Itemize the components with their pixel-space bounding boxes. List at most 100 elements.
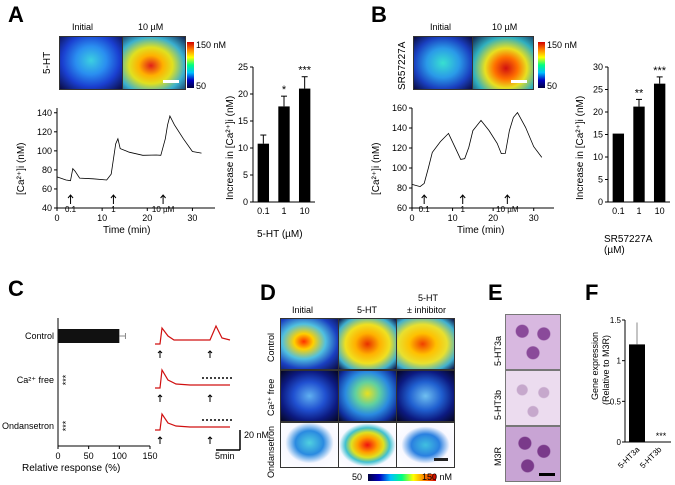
- b-trace-ytick-label: 100: [392, 163, 407, 173]
- a-trace-ytick-label: 40: [42, 203, 52, 213]
- b-trace-xlabel: Time (min): [457, 225, 505, 236]
- a-bar-ytick-label: 0: [243, 197, 248, 207]
- b-trace-arrows: 0.1 1 10 µM: [419, 194, 519, 214]
- a-scale-bar: [163, 80, 179, 83]
- c-bar-xtick-label: 0: [55, 451, 60, 461]
- b-trace-yticks: 160 140 120 100 80 60: [392, 103, 412, 213]
- a-stim-label: 0.1: [65, 205, 77, 214]
- e-row-m3r: M3R: [493, 446, 503, 466]
- b-img-label-10um: 10 µM: [492, 22, 518, 32]
- a-trace-chart: 140 120 100 80 60 40 0 10 20 30 0.1 1 10 µM: [37, 108, 215, 223]
- a-trace-xticks: 0 10 20 30: [54, 208, 197, 223]
- c-trace-line: [155, 324, 231, 345]
- f-bar-xtick-label: 5-HT3a: [616, 445, 642, 471]
- a-bar: [257, 143, 270, 202]
- c-bar-xtick-label: 100: [112, 451, 127, 461]
- a-bar-ytick-label: 10: [238, 143, 248, 153]
- d-img-cafree-inhibitor: [396, 370, 455, 422]
- c-trace-arrow: [157, 394, 163, 402]
- d-col-5ht-inhib-b: ± inhibitor: [407, 305, 446, 315]
- d-img-ondansetron-initial: [280, 422, 339, 468]
- a-trace-ytick-label: 80: [42, 165, 52, 175]
- f-bar-ytick-label: 0: [617, 438, 622, 447]
- b-img-label-initial: Initial: [430, 22, 452, 32]
- b-stim-label: 1: [460, 205, 465, 214]
- a-trace-arrows: 0.1 1 10 µM: [65, 194, 175, 214]
- a-bar: [298, 88, 311, 202]
- c-bar-sig: ***: [61, 420, 71, 431]
- b-trace-ytick-label: 80: [397, 183, 407, 193]
- panel-label-d: D: [260, 280, 276, 305]
- a-bar-ytick-label: 25: [238, 62, 248, 72]
- b-bar-ytick-label: 25: [593, 85, 603, 95]
- a-trace-line: [56, 114, 202, 182]
- a-bar-sig: ***: [298, 65, 312, 77]
- f-bar-group: 1.5 1 0.5 05-HT3a *** 5-HT3b: [610, 316, 671, 470]
- a-bar-group: 25 20 15 10 5 0 0.1 1 * 10 ***: [238, 62, 315, 216]
- b-row-label: SR57227A: [397, 41, 408, 90]
- a-stim-arrow: [67, 194, 74, 204]
- c-bar-row-label: Ondansetron: [2, 421, 54, 431]
- f-bar-sig: ***: [656, 431, 667, 441]
- b-trace-ylabel: [Ca²⁺]i (nM): [371, 142, 382, 196]
- panel-label-b: B: [371, 2, 387, 27]
- a-bar: [278, 106, 290, 202]
- a-bar-xlabel: 5-HT (µM): [257, 229, 303, 240]
- a-bar-ytick-label: 15: [238, 116, 248, 126]
- a-bar-sig: *: [282, 84, 287, 96]
- b-bar-sig: **: [635, 87, 644, 99]
- a-stim-label: 1: [111, 205, 116, 214]
- a-trace-yticks: 140 120 100 80 60 40: [37, 108, 57, 213]
- b-trace-xtick-label: 10: [448, 213, 458, 223]
- c-trace-arrow: [207, 436, 213, 444]
- b-bar-ytick-label: 30: [593, 62, 603, 72]
- a-trace-ytick-label: 120: [37, 127, 52, 137]
- c-trace-arrow: [207, 350, 213, 358]
- panel-label-f: F: [585, 280, 599, 305]
- d-img-control-initial: [280, 318, 339, 370]
- b-trace-chart: 160 140 120 100 80 60 0 10 20 30 0.1 1 10 µM: [392, 103, 554, 223]
- b-trace-ytick-label: 140: [392, 123, 407, 133]
- b-trace-ytick-label: 160: [392, 103, 407, 113]
- b-bar-xlabel: SR57227A (µM): [604, 234, 652, 256]
- b-bar-xtick-label: 10: [655, 206, 665, 216]
- a-row-label: 5-HT: [42, 51, 53, 74]
- a-trace-ytick-label: 60: [42, 184, 52, 194]
- b-trace-line: [411, 111, 543, 188]
- d-img-control-5ht: [338, 318, 397, 370]
- b-bar-group: 30 25 20 15 10 5 0 0.1 1 ** 10 ***: [593, 62, 670, 216]
- b-stim-label: 10 µM: [496, 205, 519, 214]
- b-trace-ytick-label: 120: [392, 143, 407, 153]
- a-colorbar-max: 150 nM: [196, 40, 227, 50]
- e-hist-m3r: [505, 426, 561, 482]
- b-bar-ytick-label: 5: [598, 175, 603, 185]
- b-bar: [612, 133, 625, 202]
- c-bar-xtick-label: 50: [84, 451, 94, 461]
- a-calcium-image-initial: [59, 36, 123, 90]
- d-row-control: Control: [266, 332, 276, 362]
- f-ylabel-1: Gene expression: [590, 331, 600, 400]
- c-bar-sig: ***: [61, 374, 71, 385]
- a-trace-ytick-label: 100: [37, 146, 52, 156]
- c-bar: [58, 329, 120, 343]
- c-trace-line: [155, 368, 230, 389]
- a-trace-ytick-label: 140: [37, 108, 52, 118]
- b-bar-chart: 30 25 20 15 10 5 0 0.1 1 ** 10 ***: [593, 62, 670, 216]
- c-bar-row-label: Control: [25, 331, 54, 341]
- b-stim-label: 0.1: [419, 205, 431, 214]
- a-bar-ytick-label: 20: [238, 89, 248, 99]
- e-row-5ht3b: 5-HT3b: [493, 389, 503, 420]
- d-colorbar-max: 150 nM: [422, 472, 453, 482]
- d-col-initial: Initial: [292, 305, 314, 315]
- c-xlabel: Relative response (%): [22, 463, 121, 474]
- a-bar-ytick-label: 5: [243, 170, 248, 180]
- a-trace-axes: [56, 108, 215, 209]
- b-stim-arrow: [421, 194, 428, 204]
- b-bar: [653, 83, 666, 202]
- c-bar-row-label: Ca²⁺ free: [17, 375, 54, 385]
- d-img-cafree-initial: [280, 370, 339, 422]
- panel-label-a: A: [8, 2, 24, 27]
- c-scale-x-label: 5min: [215, 451, 235, 461]
- d-img-ondansetron-inhibitor: [396, 422, 455, 468]
- f-bar-ytick-label: 0.5: [610, 397, 622, 406]
